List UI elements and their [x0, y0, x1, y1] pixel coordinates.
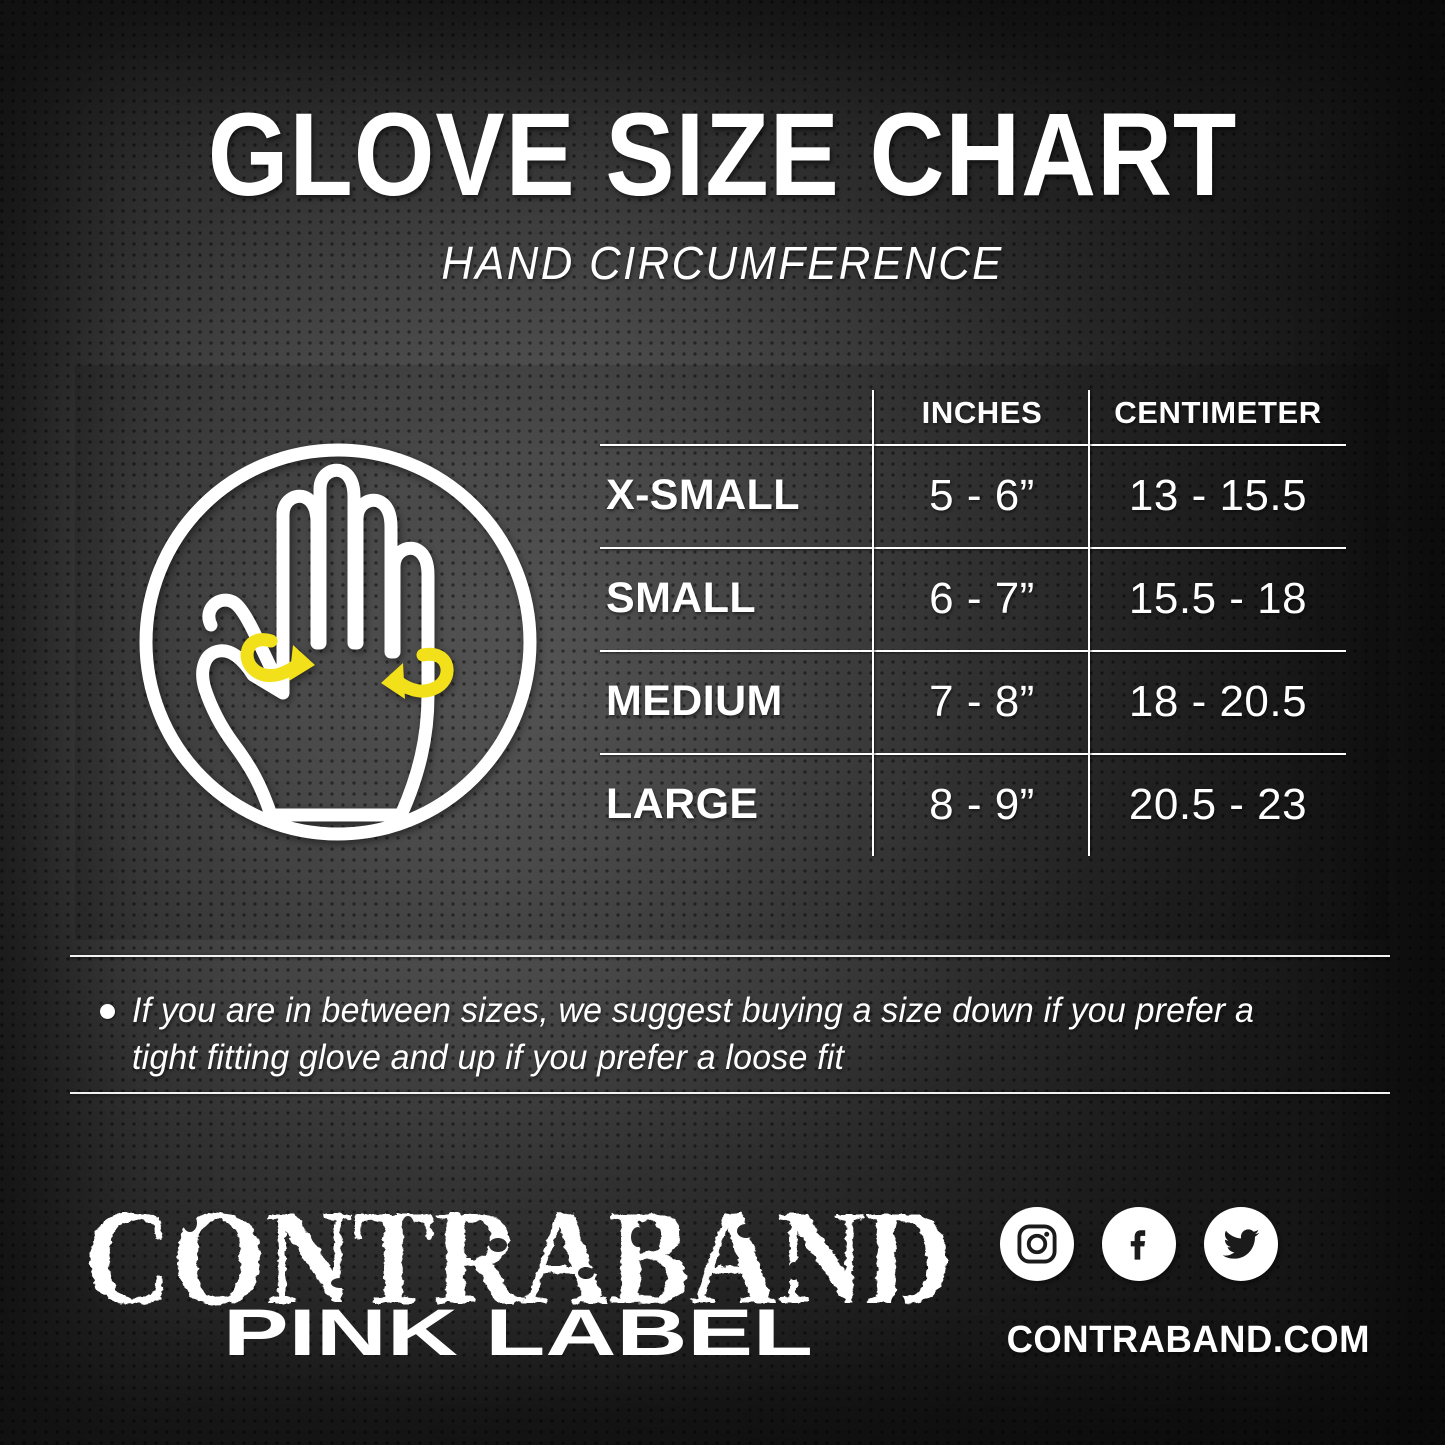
logo-pink-label-text: PINK LABEL	[223, 1295, 813, 1365]
note-block: If you are in between sizes, we suggest …	[100, 988, 1300, 1082]
column-header-centimeter: CENTIMETER	[1114, 395, 1322, 430]
table-row-divider	[600, 650, 1346, 652]
table-column-divider-1	[872, 390, 874, 856]
inches-value-large: 8 - 9”	[929, 779, 1035, 829]
open-hand-measure-icon	[133, 437, 543, 847]
size-label-x-small: X-SMALL	[606, 471, 800, 519]
table-row: MEDIUM 7 - 8” 18 - 20.5	[598, 650, 1346, 753]
table-row: LARGE 8 - 9” 20.5 - 23	[598, 753, 1346, 856]
centimeter-value-medium: 18 - 20.5	[1128, 676, 1308, 726]
logo-contraband-text: CONTRABAND	[84, 1195, 952, 1333]
size-table: INCHES CENTIMETER X-SMALL 5 - 6” 13 - 15…	[598, 382, 1346, 856]
website-url[interactable]: CONTRABAND.COM	[1006, 1319, 1370, 1361]
twitter-icon[interactable]	[1204, 1207, 1278, 1281]
page-title: GLOVE SIZE CHART	[207, 89, 1238, 221]
size-label-medium: MEDIUM	[606, 677, 783, 725]
column-header-inches: INCHES	[921, 395, 1043, 430]
table-row: SMALL 6 - 7” 15.5 - 18	[598, 547, 1346, 650]
page-subtitle: HAND CIRCUMFERENCE	[441, 237, 1004, 289]
inches-value-small: 6 - 7”	[929, 573, 1035, 623]
facebook-icon[interactable]	[1102, 1207, 1176, 1281]
centimeter-value-small: 15.5 - 18	[1128, 573, 1308, 623]
instagram-icon[interactable]	[1000, 1207, 1074, 1281]
page-header: GLOVE SIZE CHART HAND CIRCUMFERENCE	[0, 96, 1445, 290]
note-text: If you are in between sizes, we suggest …	[132, 991, 1255, 1077]
page-footer: CONTRABAND PINK LABEL	[0, 1185, 1445, 1400]
social-links	[1000, 1207, 1278, 1281]
contraband-pink-label-logo: CONTRABAND PINK LABEL	[78, 1195, 958, 1365]
bullet-icon	[100, 1004, 115, 1019]
table-header-row: INCHES CENTIMETER	[598, 382, 1346, 444]
inches-value-medium: 7 - 8”	[929, 676, 1035, 726]
inches-value-x-small: 5 - 6”	[929, 470, 1035, 520]
note-divider-bottom	[70, 1092, 1390, 1094]
note-divider-top	[70, 955, 1390, 957]
table-row: X-SMALL 5 - 6” 13 - 15.5	[598, 444, 1346, 547]
table-column-divider-2	[1088, 390, 1090, 856]
table-row-divider	[600, 753, 1346, 755]
size-label-large: LARGE	[606, 780, 759, 828]
centimeter-value-x-small: 13 - 15.5	[1128, 470, 1308, 520]
table-row-divider	[600, 444, 1346, 446]
size-label-small: SMALL	[606, 574, 757, 622]
centimeter-value-large: 20.5 - 23	[1128, 779, 1308, 829]
table-row-divider	[600, 547, 1346, 549]
